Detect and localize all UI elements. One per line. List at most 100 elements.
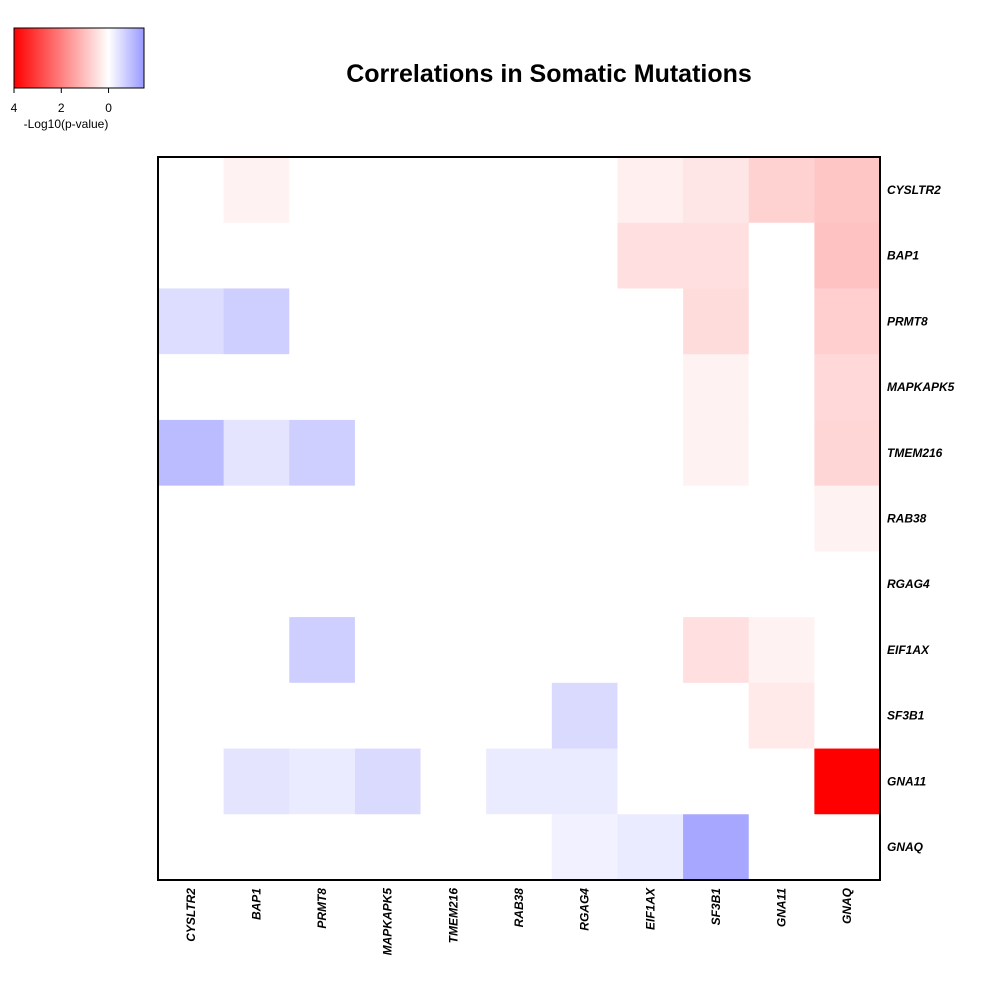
heatmap-cell-TMEM216-BAP1 (223, 419, 290, 487)
heatmap-cell-RAB38-SF3B1 (683, 485, 750, 552)
heatmap-cell-SF3B1-TMEM216 (420, 682, 487, 750)
heatmap-cell-BAP1-GNA11 (748, 222, 815, 289)
heatmap-cell-EIF1AX-CYSLTR2 (158, 617, 225, 684)
heatmap-cell-RGAG4-GNA11 (748, 551, 815, 618)
heatmap-cell-RGAG4-SF3B1 (683, 551, 750, 618)
heatmap-cell-CYSLTR2-MAPKAPK5 (354, 157, 422, 224)
heatmap-cell-EIF1AX-SF3B1 (683, 617, 750, 684)
heatmap-cell-TMEM216-GNAQ (814, 419, 881, 487)
heatmap-cell-CYSLTR2-GNA11 (748, 157, 815, 224)
heatmap-cell-PRMT8-CYSLTR2 (158, 288, 225, 355)
heatmap-cell-SF3B1-EIF1AX (617, 682, 684, 750)
heatmap-cell-TMEM216-GNA11 (748, 419, 815, 487)
x-label-gna11: GNA11 (775, 888, 789, 927)
heatmap-cell-SF3B1-MAPKAPK5 (354, 682, 422, 750)
heatmap-cell-TMEM216-EIF1AX (617, 419, 684, 487)
x-label-eif1ax: EIF1AX (643, 887, 657, 930)
heatmap-cell-CYSLTR2-CYSLTR2 (158, 157, 225, 224)
heatmap-cell-GNAQ-EIF1AX (617, 814, 684, 881)
heatmap-cell-TMEM216-SF3B1 (683, 419, 750, 487)
heatmap-cell-BAP1-TMEM216 (420, 222, 487, 289)
heatmap-cell-PRMT8-PRMT8 (289, 288, 356, 355)
plot-frame (157, 156, 881, 881)
heatmap-cell-EIF1AX-RAB38 (486, 617, 553, 684)
heatmap-cell-BAP1-RGAG4 (551, 222, 618, 289)
heatmap-cell-GNA11-RGAG4 (551, 748, 618, 815)
y-label-prmt8: PRMT8 (887, 314, 928, 328)
y-label-rgag4: RGAG4 (887, 577, 930, 591)
heatmap-cell-CYSLTR2-TMEM216 (420, 157, 487, 224)
y-label-gnaq: GNAQ (887, 840, 924, 854)
heatmap-cell-SF3B1-CYSLTR2 (158, 682, 225, 750)
heatmap-cell-SF3B1-RAB38 (486, 682, 553, 750)
heatmap-cell-RAB38-MAPKAPK5 (354, 485, 422, 552)
heatmap-cell-MAPKAPK5-MAPKAPK5 (354, 354, 422, 421)
heatmap-cell-BAP1-GNAQ (814, 222, 881, 289)
heatmap-cell-PRMT8-BAP1 (223, 288, 290, 355)
heatmap-cell-TMEM216-PRMT8 (289, 419, 356, 487)
heatmap-cell-RAB38-GNA11 (748, 485, 815, 552)
heatmap-cell-RAB38-BAP1 (223, 485, 290, 552)
heatmap-cell-EIF1AX-RGAG4 (551, 617, 618, 684)
heatmap-cell-CYSLTR2-EIF1AX (617, 157, 684, 224)
heatmap-cell-TMEM216-CYSLTR2 (158, 419, 225, 487)
heatmap-cell-GNAQ-TMEM216 (420, 814, 487, 881)
y-label-eif1ax: EIF1AX (887, 643, 930, 657)
heatmap-cell-GNAQ-RGAG4 (551, 814, 618, 881)
heatmap-cell-RAB38-RGAG4 (551, 485, 618, 552)
heatmap-cells (158, 157, 881, 881)
heatmap-cell-CYSLTR2-RAB38 (486, 157, 553, 224)
heatmap-cell-CYSLTR2-PRMT8 (289, 157, 356, 224)
heatmap-cell-RAB38-GNAQ (814, 485, 881, 552)
heatmap-cell-CYSLTR2-SF3B1 (683, 157, 750, 224)
heatmap-cell-GNA11-RAB38 (486, 748, 553, 815)
heatmap-cell-RGAG4-CYSLTR2 (158, 551, 225, 618)
heatmap-cell-RGAG4-GNAQ (814, 551, 881, 618)
heatmap-cell-GNAQ-GNA11 (748, 814, 815, 881)
heatmap-cell-BAP1-RAB38 (486, 222, 553, 289)
heatmap-cell-MAPKAPK5-RGAG4 (551, 354, 618, 421)
heatmap-cell-RGAG4-TMEM216 (420, 551, 487, 618)
legend-label: -Log10(p-value) (24, 117, 109, 131)
heatmap-cell-MAPKAPK5-CYSLTR2 (158, 354, 225, 421)
heatmap-cell-RAB38-CYSLTR2 (158, 485, 225, 552)
heatmap-cell-SF3B1-BAP1 (223, 682, 290, 750)
y-label-sf3b1: SF3B1 (887, 709, 925, 723)
heatmap-cell-PRMT8-MAPKAPK5 (354, 288, 422, 355)
heatmap-cell-MAPKAPK5-BAP1 (223, 354, 290, 421)
heatmap-cell-PRMT8-GNA11 (748, 288, 815, 355)
heatmap-cell-TMEM216-MAPKAPK5 (354, 419, 422, 487)
chart-title: Correlations in Somatic Mutations (346, 60, 752, 88)
heatmap-cell-SF3B1-RGAG4 (551, 682, 618, 750)
heatmap-cell-CYSLTR2-GNAQ (814, 157, 881, 224)
heatmap-cell-GNA11-MAPKAPK5 (354, 748, 422, 815)
heatmap-cell-GNAQ-GNAQ (814, 814, 881, 881)
heatmap-cell-BAP1-MAPKAPK5 (354, 222, 422, 289)
heatmap-cell-MAPKAPK5-SF3B1 (683, 354, 750, 421)
heatmap-cell-TMEM216-RAB38 (486, 419, 553, 487)
heatmap-cell-RAB38-RAB38 (486, 485, 553, 552)
heatmap-cell-EIF1AX-PRMT8 (289, 617, 356, 684)
heatmap-cell-MAPKAPK5-GNAQ (814, 354, 881, 421)
heatmap-cell-RGAG4-BAP1 (223, 551, 290, 618)
x-label-tmem216: TMEM216 (446, 888, 460, 944)
heatmap-cell-RGAG4-RGAG4 (551, 551, 618, 618)
heatmap-cell-GNA11-EIF1AX (617, 748, 684, 815)
color-legend: 4 2 0 -Log10(p-value) (11, 27, 145, 131)
heatmap-cell-GNAQ-RAB38 (486, 814, 553, 881)
legend-tick-label: 4 (11, 101, 18, 115)
heatmap-cell-TMEM216-RGAG4 (551, 419, 618, 487)
x-label-mapkapk5: MAPKAPK5 (381, 888, 395, 956)
heatmap-cell-SF3B1-PRMT8 (289, 682, 356, 750)
y-label-bap1: BAP1 (887, 249, 919, 263)
heatmap-cell-GNAQ-SF3B1 (683, 814, 750, 881)
x-axis-labels: CYSLTR2 BAP1 PRMT8 MAPKAPK5 TMEM216 RAB38 RGAG… (184, 887, 854, 955)
heatmap-cell-RGAG4-RAB38 (486, 551, 553, 618)
x-label-sf3b1: SF3B1 (709, 888, 723, 926)
heatmap-cell-GNAQ-BAP1 (223, 814, 290, 881)
heatmap-cell-RAB38-TMEM216 (420, 485, 487, 552)
heatmap-cell-GNAQ-CYSLTR2 (158, 814, 225, 881)
x-label-rab38: RAB38 (512, 888, 526, 928)
x-label-rgag4: RGAG4 (578, 888, 592, 931)
heatmap-cell-RGAG4-MAPKAPK5 (354, 551, 422, 618)
